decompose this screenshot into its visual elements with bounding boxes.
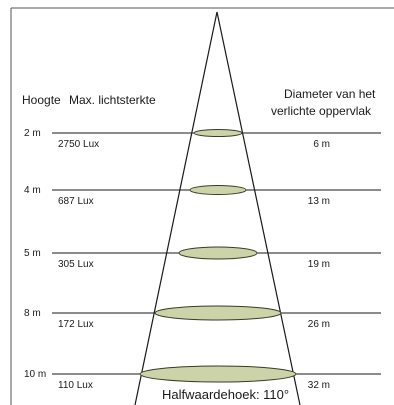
row-height-label: 5 m [24,248,41,259]
height-row: 8 m 172 Lux 26 m [24,305,381,330]
illuminated-area-ellipse [139,365,297,383]
row-lux-label: 110 Lux [58,380,93,391]
illuminated-area-ellipse [193,129,243,137]
header-height: Hoogte [22,93,61,107]
row-height-label: 2 m [24,128,41,139]
row-diameter-label: 19 m [308,259,330,270]
row-height-label: 10 m [24,369,46,380]
illuminated-area-ellipse [178,246,258,260]
row-height-label: 8 m [24,308,41,319]
row-lux-label: 2750 Lux [58,139,99,150]
illuminated-area-ellipse [189,185,247,195]
cone-right-edge [216,11,301,405]
row-diameter-label: 26 m [308,319,330,330]
row-diameter-label: 13 m [308,196,330,207]
header-diameter-line2: verlichte oppervlak [271,104,372,118]
height-row: 2 m 2750 Lux 6 m [24,128,381,150]
header-intensity: Max. lichtsterkte [69,93,156,107]
row-lux-label: 172 Lux [58,319,94,330]
row-lux-label: 687 Lux [58,196,94,207]
row-diameter-label: 32 m [308,380,330,391]
row-lux-label: 305 Lux [58,259,94,270]
row-height-label: 4 m [24,185,41,196]
cone-left-edge [134,11,218,405]
height-row: 10 m 110 Lux 32 m [24,365,381,391]
rows-layer: 2 m 2750 Lux 6 m 4 m 687 Lux 13 m 5 m 305 Lux 19… [24,128,381,391]
height-row: 5 m 305 Lux 19 m [24,246,381,270]
row-diameter-label: 6 m [313,139,330,150]
illuminated-area-ellipse [154,305,282,321]
header-diameter-line1: Diameter van het [284,87,376,101]
height-row: 4 m 687 Lux 13 m [24,185,381,207]
half-angle-label: Halfwaardehoek: 110° [162,387,289,402]
